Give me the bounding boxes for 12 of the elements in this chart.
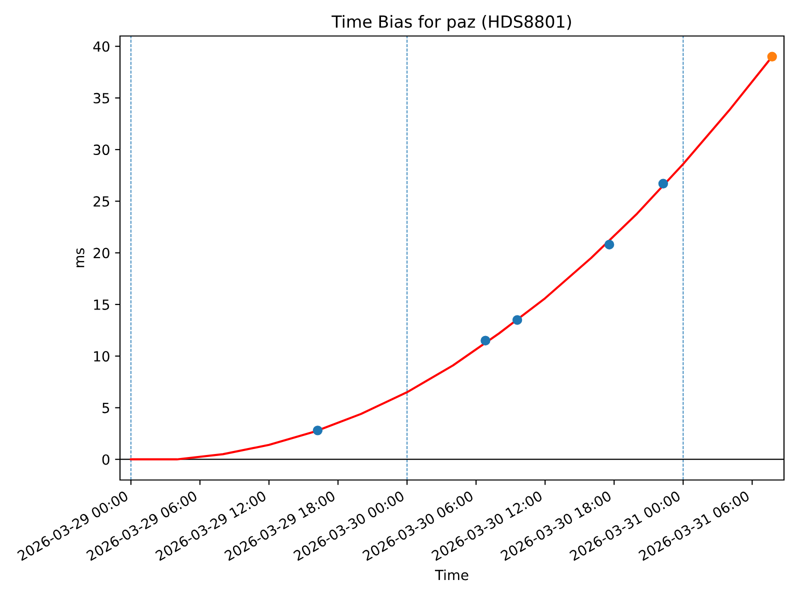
x-axis-title: Time: [434, 569, 468, 580]
y-tick-label: 30: [94, 144, 110, 156]
y-tick-label: 0: [102, 454, 110, 465]
chart-title: Time Bias for paz (HDS8801): [332, 15, 571, 32]
y-tick-label: 5: [102, 402, 110, 414]
y-tick-label: 10: [94, 351, 110, 362]
y-tick-label: 15: [94, 300, 110, 310]
y-axis-title: ms: [76, 248, 84, 268]
y-tick-label: 20: [94, 248, 110, 258]
y-tick-label: 35: [94, 92, 110, 104]
y-tick-label: 40: [93, 41, 110, 52]
y-tick-label: 25: [94, 196, 110, 207]
